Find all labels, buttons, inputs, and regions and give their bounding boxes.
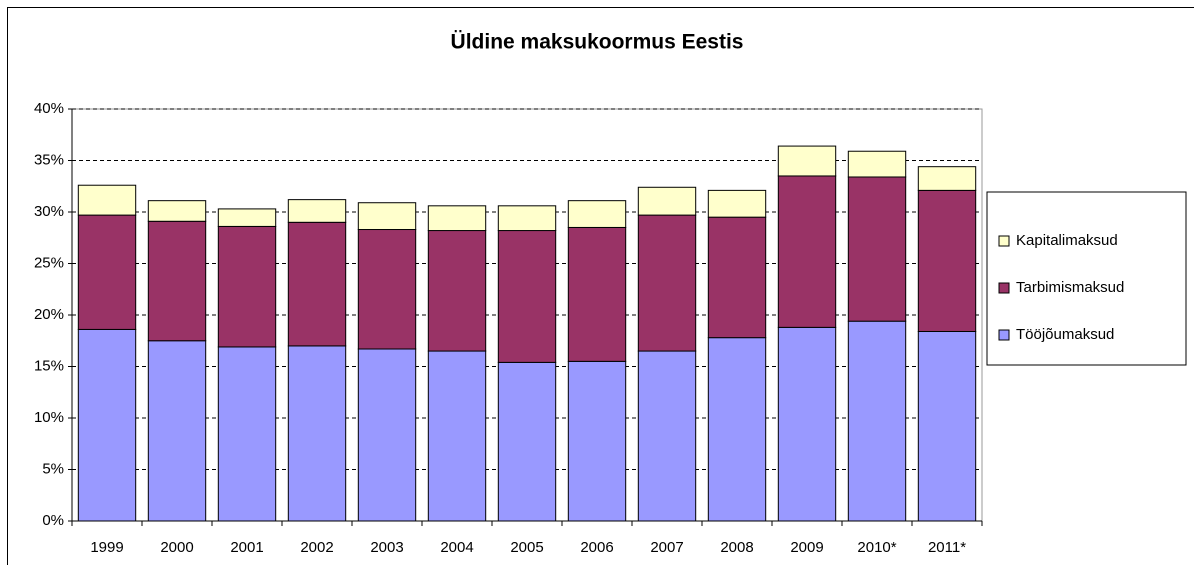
bar-segment bbox=[77, 184, 137, 216]
y-tick-label: 40% bbox=[34, 100, 64, 117]
y-tick-label: 30% bbox=[34, 203, 64, 220]
x-tick-label: 2005 bbox=[510, 539, 543, 556]
bar-segment bbox=[567, 226, 627, 362]
x-tick-label: 2011* bbox=[928, 539, 966, 556]
bar-segment bbox=[147, 220, 207, 342]
bar-segment bbox=[707, 189, 767, 218]
x-tick-label: 2009 bbox=[790, 539, 823, 556]
y-tick-label: 35% bbox=[34, 151, 64, 168]
y-tick-label: 5% bbox=[42, 460, 64, 477]
bar-segment bbox=[637, 350, 697, 522]
legend bbox=[986, 191, 1187, 366]
legend-swatch bbox=[998, 235, 1010, 247]
legend-label: Tarbimismaksud bbox=[1016, 279, 1124, 296]
bar-segment bbox=[147, 200, 207, 222]
y-tick-label: 15% bbox=[34, 357, 64, 374]
bar-segment bbox=[847, 176, 907, 322]
bar-segment bbox=[497, 361, 557, 522]
y-tick-label: 10% bbox=[34, 409, 64, 426]
bar-segment bbox=[567, 360, 627, 522]
bar-segment bbox=[707, 337, 767, 522]
y-tick-label: 0% bbox=[42, 512, 64, 529]
bar-segment bbox=[497, 205, 557, 232]
bar-segment bbox=[357, 202, 417, 231]
bar-segment bbox=[777, 326, 837, 522]
legend-label: Kapitalimaksud bbox=[1016, 232, 1118, 249]
legend-label: Tööjõumaksud bbox=[1016, 326, 1114, 343]
bar-segment bbox=[917, 189, 977, 332]
x-tick-label: 2004 bbox=[440, 539, 473, 556]
x-tick-label: 1999 bbox=[90, 539, 123, 556]
x-tick-label: 2006 bbox=[580, 539, 613, 556]
bar-segment bbox=[287, 199, 347, 223]
bar-segment bbox=[217, 208, 277, 227]
bar-segment bbox=[147, 340, 207, 522]
bar-segment bbox=[917, 166, 977, 191]
bar-segment bbox=[427, 205, 487, 232]
bar-segment bbox=[217, 225, 277, 348]
bar-segment bbox=[777, 175, 837, 328]
x-tick-label: 2001 bbox=[230, 539, 263, 556]
bar-segment bbox=[357, 229, 417, 350]
legend-swatch bbox=[998, 282, 1010, 294]
bar-segment bbox=[707, 216, 767, 339]
bar-segment bbox=[497, 230, 557, 363]
bar-segment bbox=[427, 230, 487, 352]
bar-segment bbox=[637, 214, 697, 352]
bar-segment bbox=[427, 350, 487, 522]
legend-swatch bbox=[998, 329, 1010, 341]
y-tick-label: 25% bbox=[34, 254, 64, 271]
bar-segment bbox=[217, 346, 277, 522]
bar-segment bbox=[77, 328, 137, 522]
x-tick-label: 2008 bbox=[720, 539, 753, 556]
x-tick-label: 2000 bbox=[160, 539, 193, 556]
x-tick-label: 2003 bbox=[370, 539, 403, 556]
bar-segment bbox=[777, 145, 837, 177]
chart-title: Üldine maksukoormus Eestis bbox=[451, 31, 744, 54]
bar-segment bbox=[917, 330, 977, 522]
bar-segment bbox=[567, 200, 627, 228]
bar-segment bbox=[77, 214, 137, 330]
y-tick-label: 20% bbox=[34, 306, 64, 323]
bar-segment bbox=[637, 186, 697, 216]
bar-segment bbox=[357, 348, 417, 522]
bar-segment bbox=[847, 320, 907, 522]
x-tick-label: 2002 bbox=[300, 539, 333, 556]
bar-segment bbox=[287, 345, 347, 522]
x-tick-label: 2010* bbox=[857, 539, 896, 556]
bar-segment bbox=[847, 150, 907, 178]
bar-segment bbox=[287, 221, 347, 347]
x-tick-label: 2007 bbox=[650, 539, 683, 556]
